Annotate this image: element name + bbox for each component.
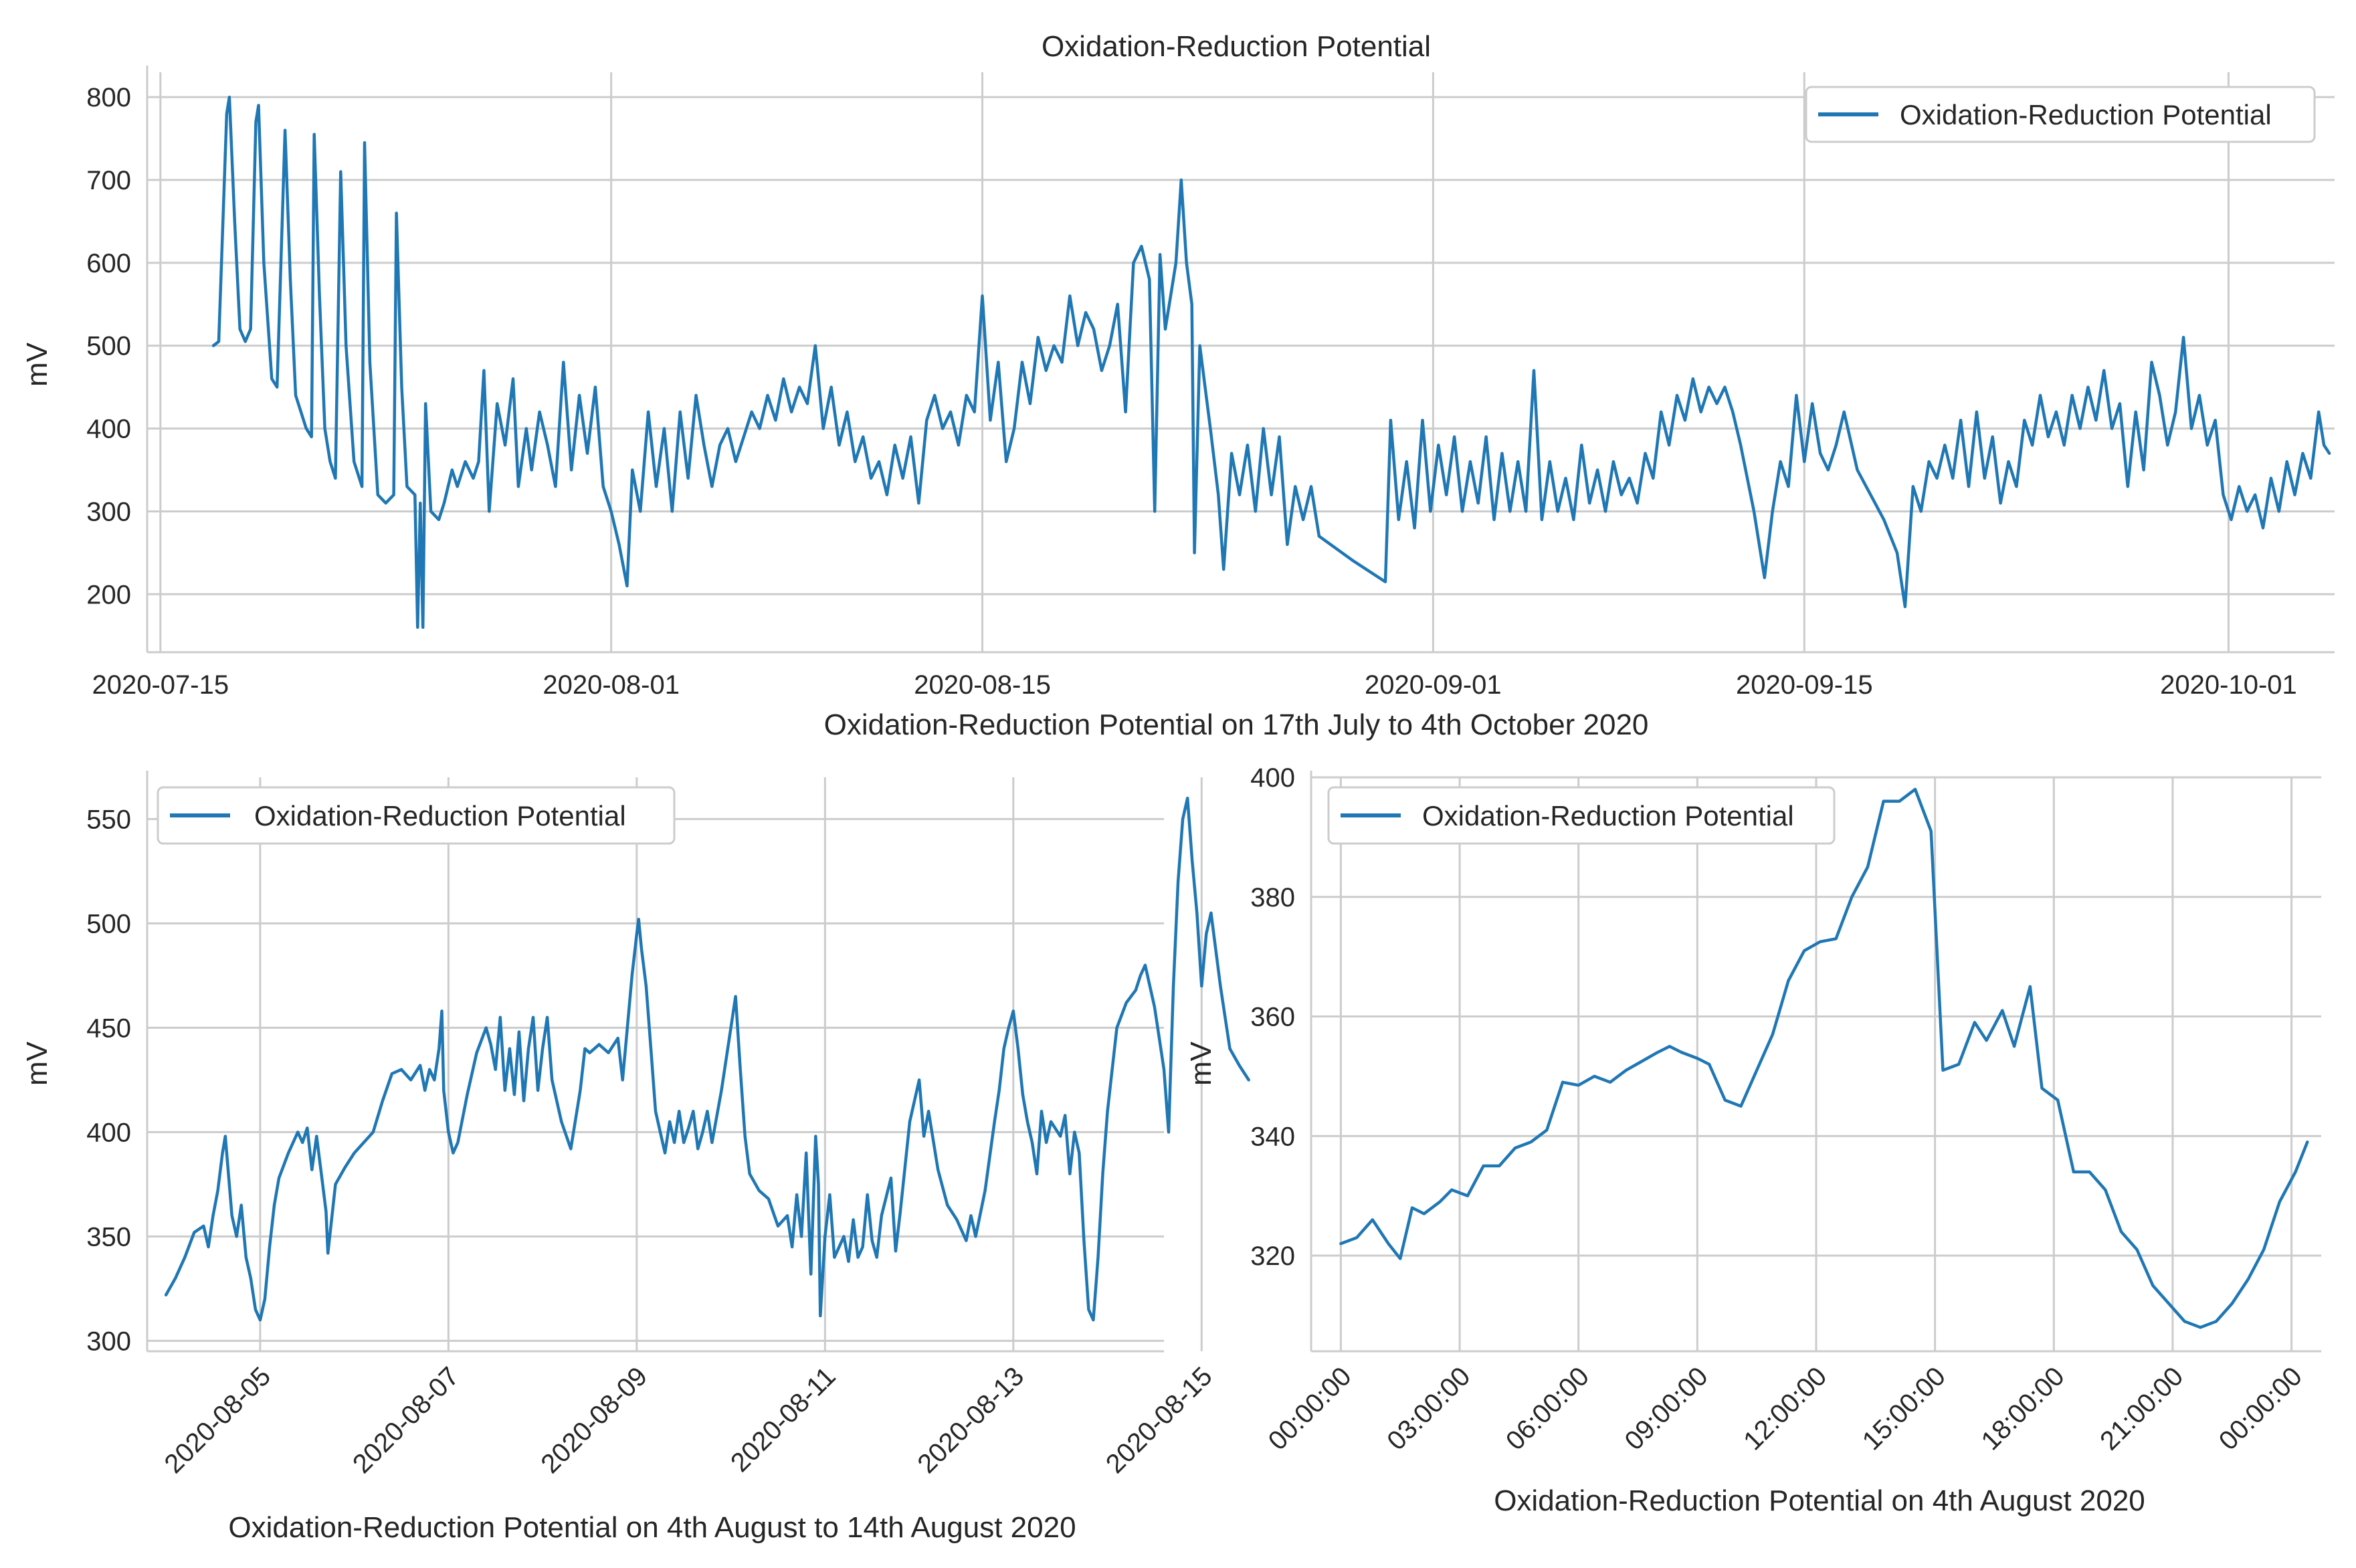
x-tick-label: 2020-10-01	[2160, 670, 2297, 700]
y-tick-label: 360	[1250, 1003, 1295, 1032]
series-line-orp	[1339, 787, 2309, 1329]
x-tick-label: 2020-08-11	[725, 1361, 842, 1478]
y-tick-label: 500	[86, 332, 131, 361]
x-tick-label: 21:00:00	[2094, 1361, 2189, 1456]
y-tick-label: 380	[1250, 883, 1295, 912]
y-tick-label: 550	[86, 805, 131, 834]
grid	[147, 72, 2335, 652]
y-tick-label: 400	[1250, 763, 1295, 793]
x-tick-label: 2020-08-01	[543, 670, 680, 700]
chart-title: Oxidation-Reduction Potential	[1042, 30, 1431, 63]
y-tick-label: 500	[86, 909, 131, 939]
y-tick-labels: 200 300 400 500 600 700 800	[86, 83, 131, 609]
x-tick-label: 15:00:00	[1857, 1361, 1951, 1456]
legend-label: Oxidation-Reduction Potential	[1422, 800, 1794, 831]
legend-box	[157, 786, 676, 845]
y-tick-label: 400	[86, 415, 131, 444]
axes-frame	[1310, 771, 2321, 1353]
y-tick-label: 320	[1250, 1242, 1295, 1271]
x-tick-label: 00:00:00	[1263, 1361, 1357, 1456]
chart-aug4-day: 320 340 360 380 400 00:00:00 03:00:00 06:00:00…	[1185, 763, 2321, 1517]
x-tick-labels: 00:00:00 03:00:00 06:00:00 09:00:00 12:00:00…	[1263, 1361, 2308, 1456]
x-tick-label: 12:00:00	[1738, 1361, 1832, 1456]
y-tick-label: 450	[86, 1013, 131, 1043]
x-axis-label: Oxidation-Reduction Potential on 4th Aug…	[1494, 1484, 2145, 1517]
grid	[147, 777, 1203, 1351]
y-tick-label: 200	[86, 580, 131, 609]
y-tick-label: 340	[1250, 1122, 1295, 1151]
y-tick-labels: 320 340 360 380 400	[1250, 763, 1295, 1271]
x-axis-label: Oxidation-Reduction Potential on 4th Aug…	[228, 1511, 1076, 1544]
x-tick-label: 2020-08-05	[159, 1361, 276, 1479]
x-tick-label: 2020-08-09	[535, 1361, 653, 1479]
y-tick-label: 700	[86, 166, 131, 195]
x-tick-label: 2020-08-15	[1100, 1361, 1218, 1479]
grid	[1311, 776, 2321, 1351]
y-axis-label: mV	[21, 342, 54, 387]
y-tick-label: 800	[86, 83, 131, 112]
x-tick-label: 09:00:00	[1619, 1361, 1714, 1456]
legend: Oxidation-Reduction Potential	[1805, 86, 2316, 143]
y-tick-label: 300	[86, 1327, 131, 1356]
legend-label: Oxidation-Reduction Potential	[1900, 99, 2272, 130]
x-axis-label: Oxidation-Reduction Potential on 17th Ju…	[824, 708, 1649, 741]
y-tick-label: 300	[86, 497, 131, 526]
x-tick-label: 18:00:00	[1975, 1361, 2070, 1456]
legend-box	[1327, 786, 1836, 845]
x-tick-label: 06:00:00	[1500, 1361, 1595, 1456]
legend: Oxidation-Reduction Potential	[1327, 786, 1836, 845]
x-tick-label: 2020-08-07	[347, 1361, 465, 1479]
axes-frame	[146, 66, 2335, 654]
y-tick-label: 600	[86, 249, 131, 278]
y-tick-label: 350	[86, 1222, 131, 1252]
x-tick-labels: 2020-07-15 2020-08-01 2020-08-15 2020-09-01…	[92, 670, 2297, 700]
legend-label: Oxidation-Reduction Potential	[254, 800, 626, 831]
x-tick-label: 2020-09-01	[1365, 670, 1502, 700]
x-tick-label: 2020-08-15	[914, 670, 1051, 700]
x-tick-label: 00:00:00	[2214, 1361, 2308, 1456]
x-tick-label: 2020-09-15	[1736, 670, 1873, 700]
x-tick-label: 03:00:00	[1381, 1361, 1476, 1456]
x-tick-label: 2020-08-13	[912, 1361, 1029, 1479]
chart-full-period: Oxidation-Reduction Potential 200 300 400 5…	[21, 30, 2335, 741]
x-tick-labels: 2020-08-05 2020-08-07 2020-08-09 2020-08-11…	[159, 1361, 1217, 1479]
y-axis-label: mV	[1185, 1041, 1217, 1086]
legend: Oxidation-Reduction Potential	[157, 786, 676, 845]
series-line-orp	[211, 95, 2331, 629]
legend-box	[1805, 86, 2316, 143]
y-axis-label: mV	[21, 1041, 54, 1086]
series-line-orp	[164, 796, 1250, 1322]
axes-frame	[146, 771, 1164, 1353]
y-tick-labels: 300 350 400 450 500 550	[86, 805, 131, 1356]
y-tick-label: 400	[86, 1118, 131, 1147]
x-tick-label: 2020-07-15	[92, 670, 229, 700]
